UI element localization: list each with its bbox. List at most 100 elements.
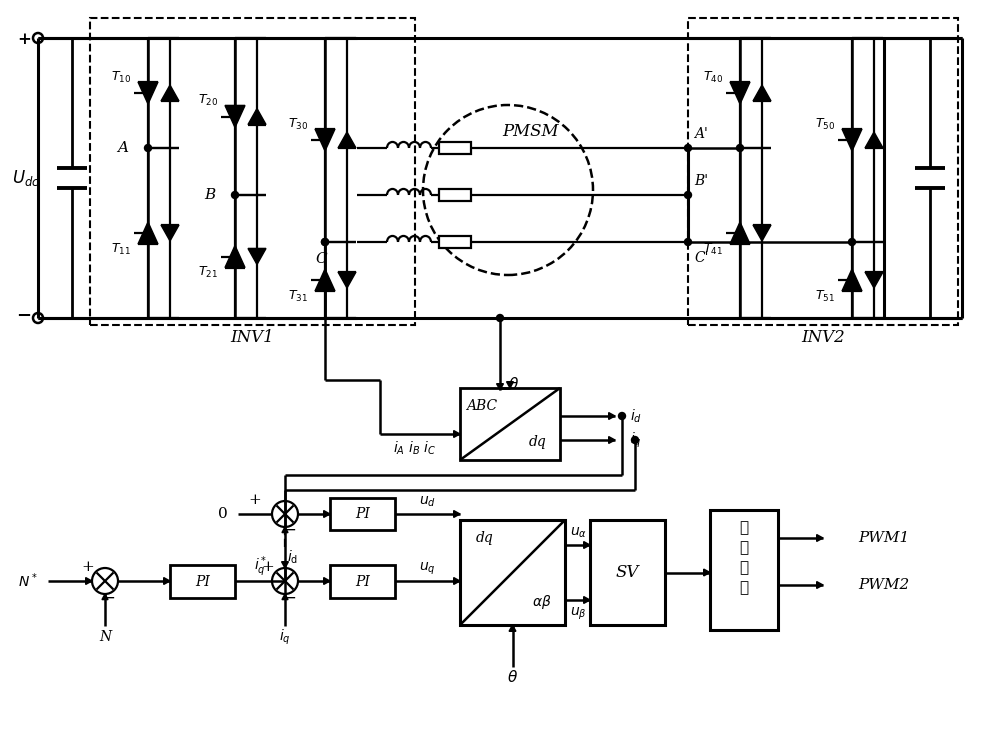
Text: B': B' — [694, 174, 708, 188]
Text: $N^*$: $N^*$ — [18, 572, 38, 590]
Polygon shape — [225, 106, 245, 127]
Text: $T_{20}$: $T_{20}$ — [198, 93, 218, 108]
Text: SV: SV — [616, 564, 639, 581]
Bar — [460, 520, 565, 625]
Bar — [439, 189, 471, 201]
Polygon shape — [730, 82, 750, 104]
Text: ABC: ABC — [466, 399, 498, 413]
Text: +: + — [262, 560, 274, 574]
Text: PI: PI — [195, 575, 210, 589]
Circle shape — [322, 238, 328, 246]
Circle shape — [736, 145, 744, 152]
Text: dq: dq — [476, 531, 494, 545]
Circle shape — [618, 412, 626, 419]
Text: $u_q$: $u_q$ — [419, 561, 436, 577]
Text: $i_q$: $i_q$ — [279, 627, 291, 647]
Text: PWM2: PWM2 — [858, 578, 909, 592]
Polygon shape — [584, 596, 590, 603]
Polygon shape — [315, 129, 335, 151]
Polygon shape — [507, 382, 513, 388]
Polygon shape — [86, 578, 92, 584]
Text: $i_{\rm d}$: $i_{\rm d}$ — [287, 548, 298, 566]
Polygon shape — [454, 510, 460, 517]
Text: $\alpha\beta$: $\alpha\beta$ — [532, 593, 552, 611]
Text: $T_{11}$: $T_{11}$ — [111, 241, 131, 256]
Polygon shape — [282, 594, 288, 599]
Text: PI: PI — [355, 575, 370, 589]
Polygon shape — [842, 269, 862, 291]
Text: 量: 量 — [739, 541, 749, 556]
Text: 分: 分 — [739, 560, 749, 575]
Text: $T_{50}$: $T_{50}$ — [815, 116, 835, 131]
Text: B: B — [204, 188, 215, 202]
Text: C': C' — [694, 251, 708, 265]
Circle shape — [684, 145, 692, 152]
Polygon shape — [454, 431, 460, 437]
Text: A': A' — [694, 127, 708, 141]
Polygon shape — [865, 132, 883, 148]
Text: PMSM: PMSM — [502, 124, 558, 140]
Polygon shape — [161, 225, 179, 241]
Polygon shape — [324, 510, 330, 517]
Text: $U_{dc}$: $U_{dc}$ — [12, 168, 40, 188]
Text: $u_\beta$: $u_\beta$ — [570, 606, 587, 622]
Polygon shape — [842, 129, 862, 151]
Bar — [710, 510, 778, 630]
Text: −: − — [282, 590, 296, 606]
Text: 矢: 矢 — [739, 520, 749, 535]
Polygon shape — [865, 272, 883, 288]
Circle shape — [684, 192, 692, 198]
Text: $T_{51}$: $T_{51}$ — [815, 289, 835, 304]
Text: −: − — [282, 522, 296, 538]
Text: $u_\alpha$: $u_\alpha$ — [570, 526, 587, 540]
Polygon shape — [609, 412, 615, 419]
Polygon shape — [609, 437, 615, 443]
Text: $i_d$: $i_d$ — [630, 407, 642, 425]
Polygon shape — [164, 578, 170, 584]
Circle shape — [232, 192, 239, 198]
Bar — [688, 18, 958, 325]
Text: INV1: INV1 — [230, 329, 274, 345]
Text: +: + — [82, 560, 94, 574]
Polygon shape — [497, 384, 503, 390]
Text: $u_d$: $u_d$ — [419, 495, 436, 509]
Polygon shape — [282, 562, 288, 568]
Text: 配: 配 — [739, 581, 749, 596]
Polygon shape — [102, 594, 108, 599]
Text: 0: 0 — [218, 507, 228, 521]
Polygon shape — [454, 578, 460, 584]
Polygon shape — [584, 541, 590, 548]
Text: A: A — [117, 141, 128, 155]
Polygon shape — [248, 249, 266, 265]
Circle shape — [684, 238, 692, 246]
Polygon shape — [509, 625, 516, 631]
Text: $\theta$: $\theta$ — [508, 376, 519, 392]
Text: PWM1: PWM1 — [858, 531, 909, 545]
Text: −: − — [16, 307, 32, 325]
Circle shape — [496, 314, 504, 321]
Polygon shape — [753, 225, 771, 241]
Circle shape — [144, 145, 152, 152]
Text: $\theta$: $\theta$ — [507, 669, 518, 685]
Bar — [439, 236, 471, 248]
Text: $T_{21}$: $T_{21}$ — [198, 265, 218, 280]
Text: $i_q$: $i_q$ — [630, 431, 642, 449]
Polygon shape — [138, 82, 158, 104]
Bar — [330, 498, 395, 530]
Text: $T_{10}$: $T_{10}$ — [111, 69, 131, 84]
Polygon shape — [704, 569, 710, 576]
Polygon shape — [161, 85, 179, 101]
Bar — [170, 565, 235, 598]
Text: +: + — [17, 32, 31, 48]
Text: PI: PI — [355, 507, 370, 521]
Text: N: N — [99, 630, 111, 644]
Text: −: − — [101, 590, 115, 606]
Text: INV2: INV2 — [801, 329, 845, 345]
Circle shape — [632, 437, 639, 443]
Text: dq: dq — [529, 435, 547, 449]
Bar — [439, 142, 471, 154]
Polygon shape — [730, 222, 750, 244]
Polygon shape — [138, 222, 158, 244]
Text: $T_{31}$: $T_{31}$ — [288, 289, 308, 304]
Text: $T_{30}$: $T_{30}$ — [288, 116, 308, 131]
